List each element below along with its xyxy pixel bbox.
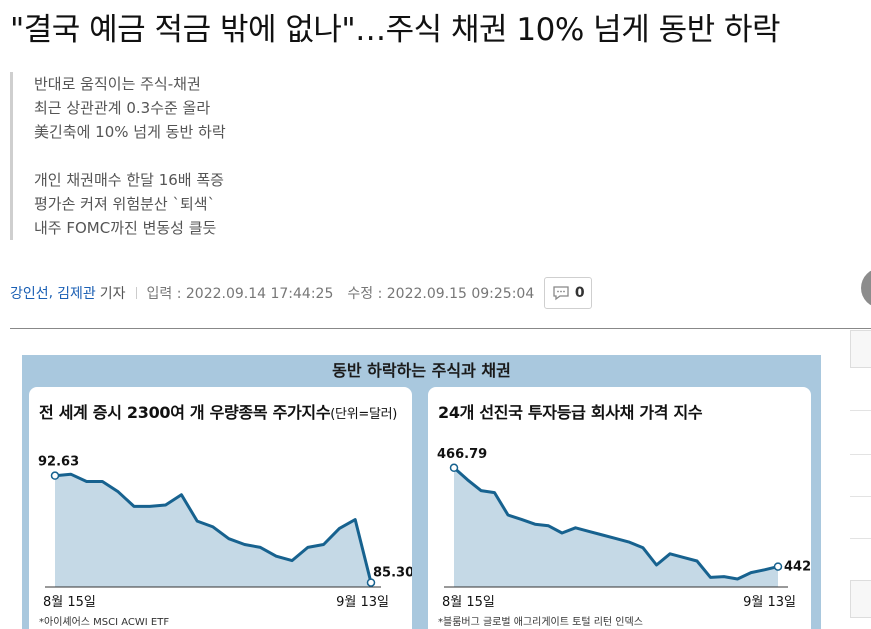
side-divider	[850, 538, 871, 539]
summary-line: 개인 채권매수 한달 16배 폭증	[34, 171, 224, 189]
first-point-marker	[50, 471, 60, 480]
stock-chart-source: *아이셰어스 MSCI ACWI ETF	[39, 617, 170, 628]
author-link-2[interactable]: 김제관	[57, 286, 96, 302]
last-point-marker	[773, 562, 783, 571]
modified-timestamp: 수정 : 2022.09.15 09:25:04	[347, 286, 535, 302]
summary-line: 내주 FOMC까진 변동성 클듯	[34, 219, 217, 237]
chart-area-fill	[55, 474, 371, 587]
summary-line: 평가손 커져 위험분산 `퇴색`	[34, 195, 216, 213]
x-tick-label-start: 8월 15일	[43, 595, 96, 610]
article-headline: "결국 예금 적금 밖에 없나"…주식 채권 10% 넘게 동반 하락	[10, 12, 781, 48]
side-tool-button[interactable]	[850, 330, 871, 368]
x-tick-label-start: 8월 15일	[442, 595, 495, 610]
article-byline: 강인선, 김제관 기자 입력 : 2022.09.14 17:44:25 수정 …	[10, 276, 871, 310]
published-timestamp: 입력 : 2022.09.14 17:44:25	[146, 286, 334, 302]
side-toolbar	[850, 330, 871, 629]
bond-chart-panel: 24개 선진국 투자등급 회사채 가격 지수 466.79 442.13 8월 15…	[428, 387, 811, 629]
first-point-marker	[449, 463, 459, 473]
byline-divider	[135, 287, 137, 299]
first-value-label: 92.63	[38, 455, 79, 470]
article-summary: 반대로 움직이는 주식-채권 최근 상관관계 0.3수준 올라 美긴축에 10%…	[10, 72, 410, 240]
stock-chart: 92.63 85.30 8월 15일 9월 13일	[38, 455, 412, 610]
side-divider	[850, 454, 871, 455]
chart-area-fill	[454, 467, 778, 587]
last-point-marker	[366, 578, 376, 587]
header-divider	[10, 328, 871, 329]
bond-chart: 466.79 442.13 8월 15일 9월 13일	[437, 447, 811, 610]
reporter-role: 기자	[99, 286, 126, 302]
comment-count: 0	[574, 285, 585, 301]
side-divider	[850, 410, 871, 411]
bond-chart-title: 24개 선진국 투자등급 회사채 가격 지수	[438, 403, 703, 422]
series-line	[453, 466, 779, 581]
first-value-label: 466.79	[437, 447, 487, 462]
stock-chart-unit: (단위=달러)	[330, 407, 398, 422]
side-divider	[850, 496, 871, 497]
series-line	[54, 472, 373, 583]
infographic: 동반 하락하는 주식과 채권 전 세계 증시 2300여 개 우량종목 주가지수…	[22, 355, 821, 629]
comment-icon	[553, 286, 569, 301]
last-value-label: 85.30	[373, 566, 412, 581]
summary-line: 美긴축에 10% 넘게 동반 하락	[34, 123, 226, 141]
summary-line: 반대로 움직이는 주식-채권	[34, 75, 201, 93]
bond-chart-source: *블룸버그 글로벌 애그리게이트 토털 리턴 인덱스	[438, 617, 643, 628]
infographic-title: 동반 하락하는 주식과 채권	[332, 361, 511, 380]
last-value-label: 442.13	[784, 560, 811, 575]
author-comma: ,	[48, 285, 54, 301]
x-tick-label-end: 9월 13일	[336, 595, 389, 610]
x-tick-label-end: 9월 13일	[743, 595, 796, 610]
side-tool-button[interactable]	[850, 580, 871, 618]
comment-button[interactable]: 0	[544, 277, 593, 309]
stock-chart-title-text: 전 세계 증시 2300여 개 우량종목 주가지수	[39, 403, 331, 422]
stock-chart-panel: 전 세계 증시 2300여 개 우량종목 주가지수(단위=달러) 92.63 85…	[29, 387, 412, 629]
summary-line: 최근 상관관계 0.3수준 올라	[34, 99, 211, 117]
author-link-1[interactable]: 강인선	[10, 286, 49, 302]
stock-chart-title: 전 세계 증시 2300여 개 우량종목 주가지수(단위=달러)	[39, 399, 397, 423]
share-button[interactable]	[861, 268, 871, 308]
